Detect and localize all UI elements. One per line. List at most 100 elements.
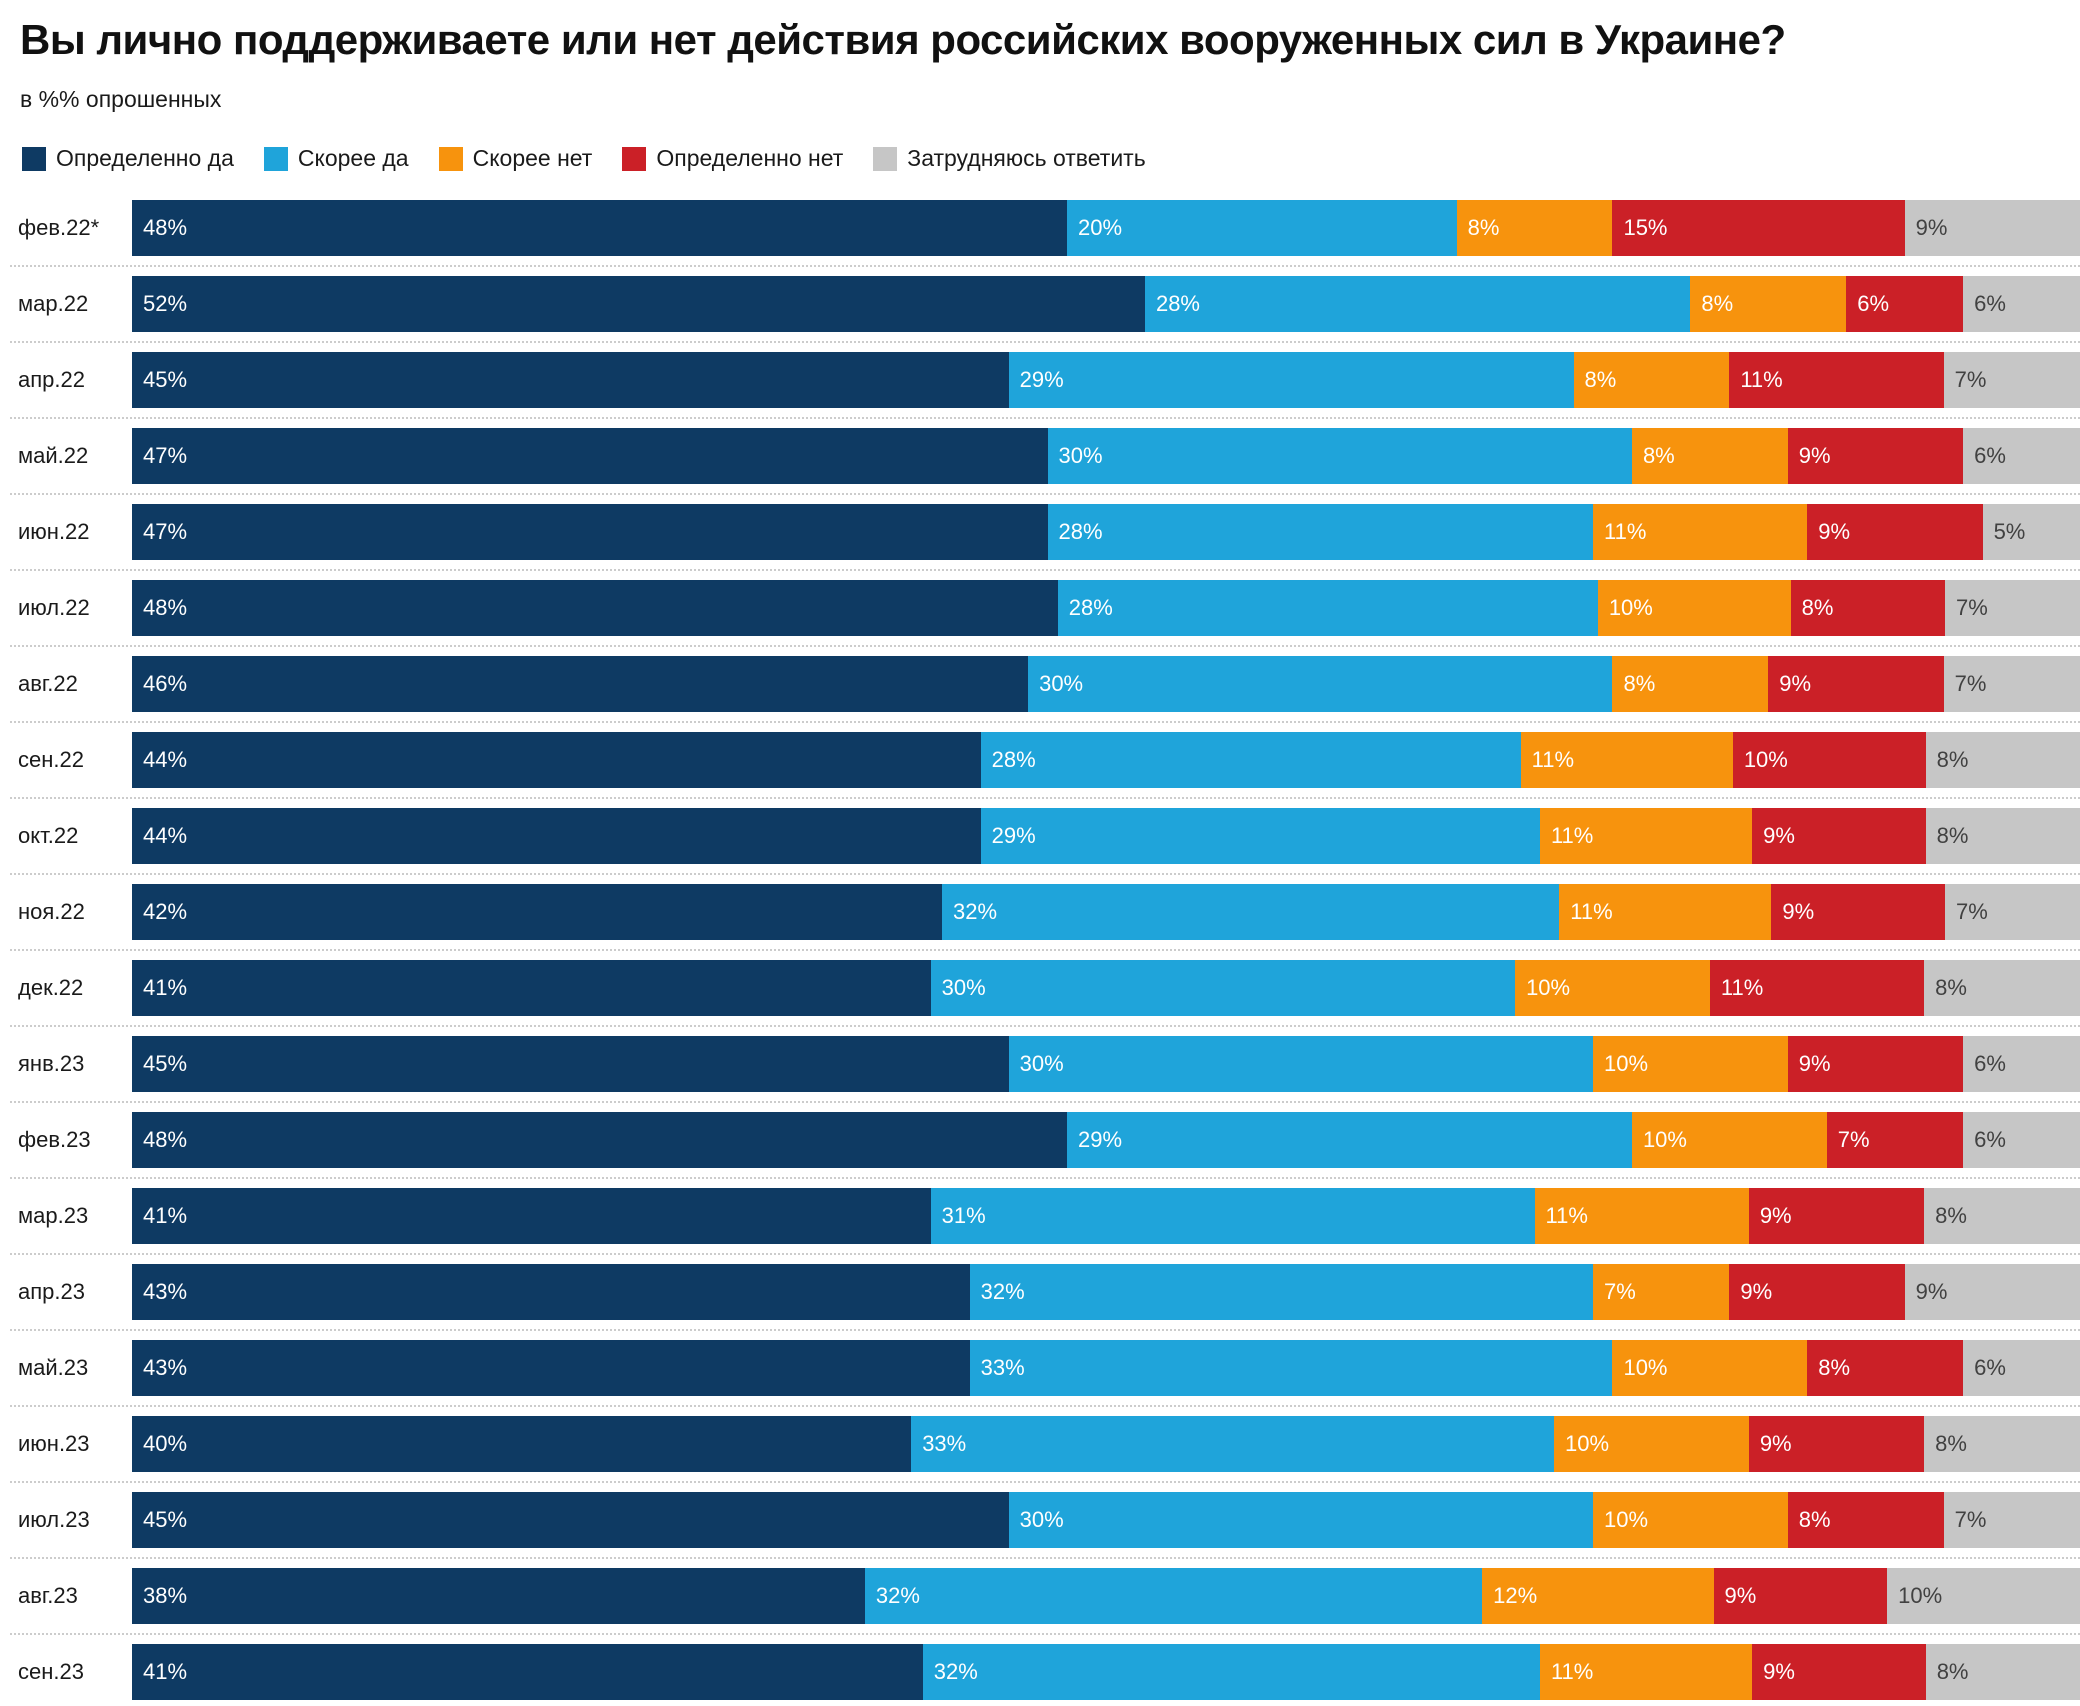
- bar-value-label: 7%: [1954, 367, 1987, 393]
- bar-value-label: 11%: [1531, 747, 1575, 773]
- bar-value-label: 30%: [1019, 1507, 1064, 1533]
- bar-segment-definitely-no: 11%: [1709, 960, 1925, 1017]
- row-bar: 41% 31% 11% 9% 8%: [132, 1188, 2080, 1245]
- bar-value-label: 20%: [1078, 215, 1123, 241]
- bar-segment-definitely-yes: 47%: [132, 504, 1048, 561]
- bar-value-label: 9%: [1763, 1659, 1795, 1685]
- bar-value-label: 8%: [1818, 1355, 1851, 1381]
- bar-value-label: 43%: [143, 1355, 188, 1381]
- bar-segment-definitely-yes: 52%: [132, 276, 1145, 333]
- bar-segment-definitely-yes: 45%: [132, 1036, 1009, 1093]
- bar-value-label: 8%: [1584, 367, 1617, 393]
- legend-swatch-definitely-yes: [22, 146, 46, 171]
- bar-segment-hard-to-answer: 6%: [1963, 1036, 2080, 1093]
- bar-value-label: 9%: [1779, 671, 1812, 697]
- row-label: янв.23: [18, 1051, 85, 1077]
- row-separator: [10, 940, 2080, 960]
- bar-segment-definitely-no: 10%: [1732, 732, 1926, 789]
- row-label: апр.23: [18, 1279, 85, 1305]
- chart-row: ноя.22 42% 32% 11% 9% 7%: [0, 884, 2080, 941]
- row-bar: 40% 33% 10% 9% 8%: [132, 1416, 2080, 1473]
- row-bar: 43% 33% 10% 8% 6%: [132, 1340, 2080, 1397]
- chart-row: янв.23 45% 30% 10% 9% 6%: [0, 1036, 2080, 1093]
- row-label: авг.22: [18, 671, 78, 697]
- bar-value-label: 42%: [143, 899, 188, 925]
- bar-value-label: 6%: [1974, 443, 2006, 469]
- bar-value-label: 9%: [1798, 443, 1831, 469]
- bar-value-label: 6%: [1974, 1355, 2006, 1381]
- bar-value-label: 10%: [1642, 1127, 1687, 1153]
- bar-segment-rather-yes: 29%: [980, 808, 1540, 865]
- bar-value-label: 8%: [1798, 1507, 1831, 1533]
- bar-segment-hard-to-answer: 6%: [1963, 276, 2080, 333]
- page-subtitle: в %% опрошенных: [20, 86, 222, 113]
- bar-value-label: 11%: [1550, 823, 1594, 849]
- bar-segment-rather-yes: 30%: [1047, 428, 1632, 485]
- bar-segment-rather-yes: 32%: [922, 1644, 1540, 1701]
- bar-value-label: 29%: [1019, 367, 1064, 393]
- row-bar: 52% 28% 8% 6% 6%: [132, 276, 2080, 333]
- bar-segment-definitely-yes: 46%: [132, 656, 1029, 713]
- bar-value-label: 7%: [1954, 671, 1987, 697]
- legend-swatch-rather-no: [438, 146, 463, 171]
- row-label: мар.23: [18, 1203, 89, 1229]
- bar-segment-hard-to-answer: 8%: [1925, 808, 2080, 865]
- bar-segment-definitely-yes: 41%: [132, 1188, 931, 1245]
- row-label: мар.22: [18, 291, 89, 317]
- bar-segment-rather-no: 8%: [1690, 276, 1847, 333]
- legend: Определенно да Скорее да Скорее нет Определ…: [22, 145, 2060, 172]
- bar-segment-definitely-yes: 43%: [132, 1340, 970, 1397]
- bar-value-label: 8%: [1623, 671, 1656, 697]
- chart-row: апр.23 43% 32% 7% 9% 9%: [0, 1264, 2080, 1321]
- bar-value-label: 9%: [1759, 1431, 1792, 1457]
- bar-segment-definitely-no: 9%: [1713, 1568, 1888, 1625]
- bar-segment-hard-to-answer: 10%: [1887, 1568, 2080, 1625]
- row-label: сен.22: [18, 747, 84, 773]
- bar-segment-definitely-yes: 47%: [132, 428, 1048, 485]
- row-label: июн.22: [18, 519, 90, 545]
- bar-value-label: 29%: [1078, 1127, 1123, 1153]
- bar-segment-definitely-yes: 48%: [132, 1112, 1068, 1169]
- bar-segment-definitely-yes: 41%: [132, 960, 931, 1017]
- bar-value-label: 8%: [1701, 291, 1734, 317]
- bar-segment-rather-yes: 28%: [980, 732, 1521, 789]
- bar-segment-definitely-no: 11%: [1729, 352, 1944, 409]
- bar-segment-rather-no: 7%: [1592, 1264, 1730, 1321]
- bar-segment-definitely-yes: 44%: [132, 732, 981, 789]
- bar-value-label: 15%: [1623, 215, 1668, 241]
- chart-row: фев.23 48% 29% 10% 7% 6%: [0, 1112, 2080, 1169]
- bar-value-label: 9%: [1818, 519, 1851, 545]
- bar-segment-hard-to-answer: 7%: [1944, 580, 2080, 637]
- row-separator: [10, 1548, 2080, 1568]
- bar-value-label: 45%: [143, 1051, 188, 1077]
- legend-item-definitely-yes: Определенно да: [22, 145, 234, 172]
- row-label: фев.22*: [18, 215, 100, 241]
- legend-swatch-rather-yes: [263, 146, 288, 171]
- bar-value-label: 33%: [980, 1355, 1025, 1381]
- row-bar: 48% 28% 10% 8% 7%: [132, 580, 2080, 637]
- row-separator: [10, 1092, 2080, 1112]
- row-bar: 41% 30% 10% 11% 8%: [132, 960, 2080, 1017]
- bar-segment-rather-no: 11%: [1559, 884, 1772, 941]
- bar-value-label: 11%: [1570, 899, 1613, 925]
- row-bar: 42% 32% 11% 9% 7%: [132, 884, 2080, 941]
- row-label: июл.23: [18, 1507, 90, 1533]
- row-bar: 43% 32% 7% 9% 9%: [132, 1264, 2080, 1321]
- chart-row: июл.23 45% 30% 10% 8% 7%: [0, 1492, 2080, 1549]
- bar-segment-rather-no: 11%: [1539, 808, 1753, 865]
- bar-value-label: 28%: [1155, 291, 1200, 317]
- chart-row: апр.22 45% 29% 8% 11% 7%: [0, 352, 2080, 409]
- row-label: сен.23: [18, 1659, 84, 1685]
- bar-segment-rather-no: 10%: [1592, 1036, 1788, 1093]
- bar-segment-definitely-yes: 48%: [132, 200, 1068, 257]
- bar-segment-hard-to-answer: 8%: [1924, 1188, 2080, 1245]
- bar-value-label: 10%: [1623, 1355, 1668, 1381]
- bar-value-label: 9%: [1740, 1279, 1773, 1305]
- bar-value-label: 44%: [143, 823, 188, 849]
- bar-segment-hard-to-answer: 6%: [1963, 1340, 2080, 1397]
- bar-value-label: 48%: [143, 595, 188, 621]
- bar-value-label: 6%: [1857, 291, 1890, 317]
- bar-value-label: 11%: [1603, 519, 1647, 545]
- bar-segment-rather-yes: 32%: [969, 1264, 1593, 1321]
